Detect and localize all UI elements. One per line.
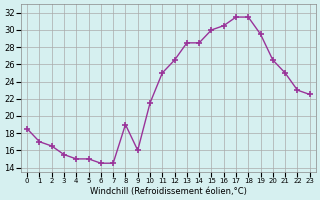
X-axis label: Windchill (Refroidissement éolien,°C): Windchill (Refroidissement éolien,°C) xyxy=(90,187,247,196)
